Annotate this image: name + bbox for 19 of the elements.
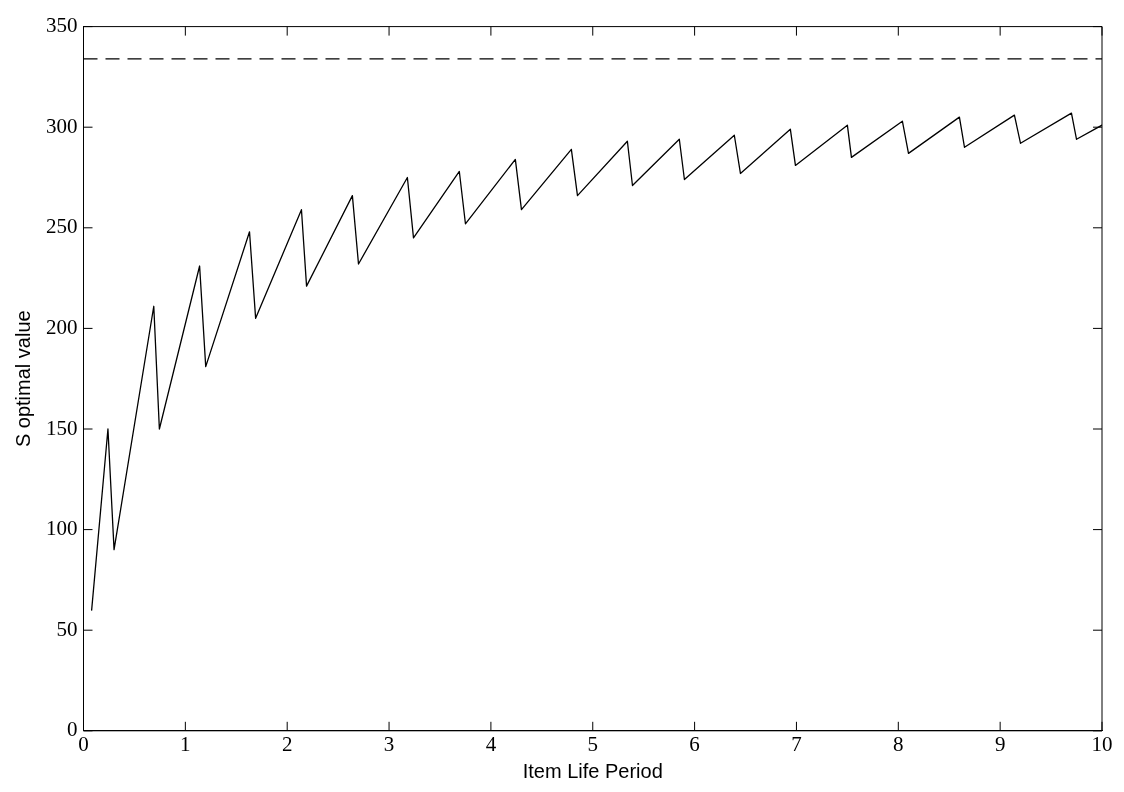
x-tick-label: 7 — [791, 731, 802, 756]
y-tick-label: 350 — [46, 13, 78, 38]
x-tick-label: 6 — [689, 731, 700, 756]
y-tick-label: 200 — [46, 314, 78, 339]
x-axis-title: Item Life Period — [522, 759, 663, 782]
x-tick-label: 2 — [281, 731, 293, 756]
y-tick-label: 300 — [46, 113, 78, 138]
y-tick-label: 50 — [56, 616, 78, 641]
x-tick-label: 8 — [893, 731, 904, 756]
x-tick-label: 5 — [587, 731, 598, 756]
x-tick-label: 10 — [1091, 731, 1113, 756]
x-tick-label: 1 — [180, 731, 191, 756]
x-tick-label: 4 — [485, 731, 497, 756]
y-axis-title: S optimal value — [11, 310, 34, 448]
y-tick-label: 150 — [46, 415, 78, 440]
y-tick-label: 100 — [46, 516, 78, 541]
y-tick-label: 250 — [46, 214, 78, 239]
x-tick-label: 9 — [994, 731, 1006, 756]
x-tick-label: 3 — [383, 731, 395, 756]
